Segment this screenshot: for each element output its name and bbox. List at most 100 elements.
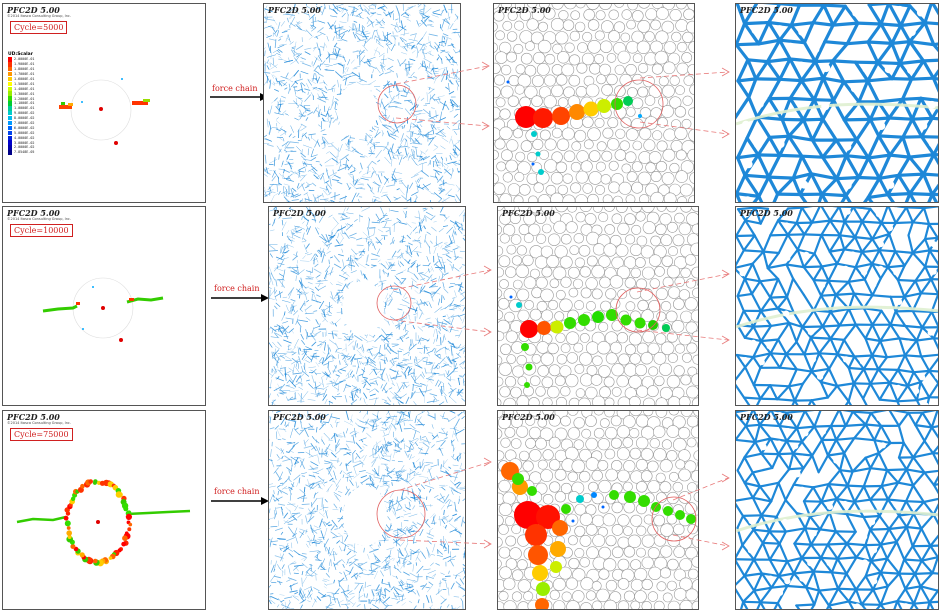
legend-swatch (8, 86, 12, 91)
legend-entry: 1.4000E-01 (8, 86, 34, 91)
particle-field (498, 207, 698, 405)
legend-swatch (8, 96, 12, 101)
legend-entry: 1.6000E-01 (8, 76, 35, 82)
software-title: PFC2D 5.00 (7, 5, 60, 15)
software-title: PFC2D 5.00 (7, 208, 60, 218)
legend-label: 4.0000E-02 (14, 135, 35, 140)
legend-entry: 6.0000E-02 (8, 125, 34, 131)
crack-panel-row1: PFC2D 5.00 ©2014 Itasca Consulting Group… (2, 3, 206, 203)
legend-label: 1.3000E-01 (14, 91, 35, 96)
force-chain-panel-row1: PFC2D 5.00 (263, 3, 461, 203)
software-title: PFC2D 5.00 (268, 5, 321, 15)
legend-swatch (8, 81, 12, 87)
crack-panel-row2: PFC2D 5.00 ©2014 Itasca Consulting Group… (2, 206, 206, 406)
zoom-panel-row3: PFC2D 5.00 (497, 410, 699, 610)
legend-entry: 2.0000E-02 (8, 145, 34, 150)
legend-entry: 1.3000E-01 (8, 91, 34, 96)
contact-network (736, 411, 938, 609)
legend-label: 8.0000E-02 (14, 116, 35, 121)
legend-swatch (8, 140, 12, 145)
crack-panel-row3: PFC2D 5.00 ©2014 Itasca Consulting Group… (2, 410, 206, 610)
legend-entry: 7.8548E-05 (8, 150, 34, 155)
legend-swatch (8, 150, 12, 155)
legend-label: 3.0000E-02 (14, 140, 35, 145)
particle-overlay (501, 462, 697, 609)
legend-label: 7.0000E-02 (14, 121, 35, 126)
legend-swatch (8, 106, 12, 111)
software-title: PFC2D 5.00 (7, 412, 60, 422)
legend-swatch (8, 62, 12, 67)
legend-entry: 1.0000E-01 (8, 106, 34, 111)
particle-field (494, 4, 694, 202)
legend-swatch (8, 111, 12, 116)
legend-swatch (8, 76, 12, 82)
legend-swatch (8, 57, 12, 62)
legend-label: 1.4000E-01 (14, 86, 35, 91)
hole-overlay (342, 281, 412, 335)
legend-entry: 1.9000E-01 (8, 62, 34, 67)
software-title: PFC2D 5.00 (498, 5, 551, 15)
legend-label: 1.7000E-01 (14, 72, 35, 77)
software-title: PFC2D 5.00 (740, 5, 793, 15)
particle-overlay (509, 287, 670, 388)
legend-entry: 1.5000E-01 (8, 81, 34, 87)
arrow-label-row1: force chain (212, 84, 258, 93)
legend-title: UD:Scalar (8, 52, 33, 57)
software-title: PFC2D 5.00 (740, 412, 793, 422)
arrow-label-row3: force chain (214, 487, 260, 496)
legend-entry: 7.0000E-02 (8, 120, 35, 126)
software-title: PFC2D 5.00 (273, 412, 326, 422)
zoom-panel-row2: PFC2D 5.00 (497, 206, 699, 406)
legend-swatch (8, 145, 12, 150)
particle-overlay (506, 79, 664, 175)
highlight-circle (377, 84, 417, 124)
software-title: PFC2D 5.00 (502, 412, 555, 422)
crack-ring (63, 479, 133, 567)
center-marker (96, 520, 100, 524)
legend-label: 1.9000E-01 (14, 62, 35, 67)
crack-diagram (42, 277, 164, 342)
cycle-label: Cycle=5000 (10, 21, 68, 34)
legend-swatch (8, 115, 12, 121)
contact-network (736, 4, 938, 202)
software-title: PFC2D 5.00 (502, 208, 555, 218)
hole-overlay (343, 486, 426, 546)
legend-label: 1.0000E-01 (14, 106, 35, 111)
legend-entry: 1.2000E-01 (8, 96, 34, 101)
arrow-right-icon (211, 497, 269, 505)
legend-label: 2.0000E-01 (14, 57, 35, 62)
vendor-line: ©2014 Itasca Consulting Group, Inc. (7, 14, 71, 18)
force-chain-panel-row3: PFC2D 5.00 (268, 410, 466, 610)
legend-swatch (8, 135, 12, 140)
legend-entry: 3.0000E-02 (8, 140, 34, 145)
contact-panel-row3: PFC2D 5.00 (735, 410, 939, 610)
arrow-right-icon (211, 294, 269, 302)
color-legend: UD:Scalar 2.0000E-01 1.9000E-01 1.8000E-01… (8, 52, 34, 155)
vendor-line: ©2014 Itasca Consulting Group, Inc. (7, 217, 71, 221)
legend-label: 1.1000E-01 (14, 101, 35, 106)
legend-swatch (8, 101, 12, 106)
crack-diagram (59, 78, 150, 145)
legend-entry: 5.0000E-02 (8, 130, 34, 135)
legend-label: 2.0000E-02 (14, 145, 35, 150)
hole-overlay (337, 84, 417, 136)
force-chain-panel-row2: PFC2D 5.00 (268, 206, 466, 406)
contact-panel-row1: PFC2D 5.00 (735, 3, 939, 203)
legend-swatch (8, 125, 12, 131)
highlight-circle (614, 79, 664, 129)
legend-entry: 1.1000E-01 (8, 101, 34, 106)
contact-panel-row2: PFC2D 5.00 (735, 206, 939, 406)
legend-entry: 4.0000E-02 (8, 135, 34, 140)
legend-label: 7.8548E-05 (14, 150, 35, 155)
arrow-right-icon (210, 93, 268, 101)
legend-swatch (8, 91, 12, 96)
legend-label: 9.0000E-02 (14, 111, 35, 116)
legend-label: 1.6000E-01 (14, 77, 35, 81)
legend-entry: 9.0000E-02 (8, 111, 34, 116)
legend-entry: 8.0000E-02 (8, 115, 35, 121)
legend-label: 1.8000E-01 (14, 67, 35, 72)
legend-swatch (8, 130, 12, 135)
legend-label: 5.0000E-02 (14, 130, 35, 135)
legend-label: 1.2000E-01 (14, 96, 35, 101)
legend-entry: 2.0000E-01 (8, 57, 34, 62)
